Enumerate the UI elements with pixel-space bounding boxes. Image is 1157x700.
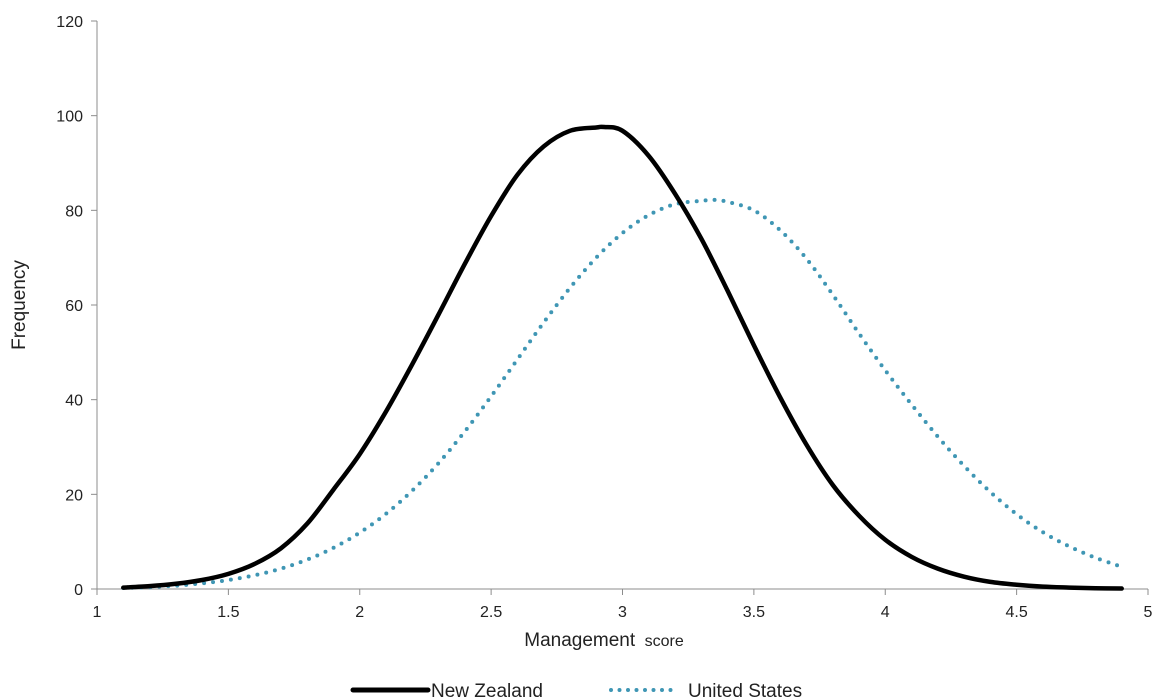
x-axis-title-suffix: score: [645, 633, 684, 650]
y-tick-label: 40: [65, 393, 83, 410]
chart-ticks: 0 20 40 60 80 100 120 1 1.5 2 2.5 3 3.5 4 4.5 5: [56, 14, 1152, 621]
chart-axes: [96, 21, 1148, 590]
legend-label-united-states: United States: [688, 681, 802, 700]
x-axis-title: Management score: [524, 630, 684, 651]
x-axis-title-main: Management: [524, 630, 636, 651]
y-axis-title: Frequency: [9, 260, 30, 350]
x-tick-label: 3.5: [743, 604, 765, 621]
y-tick-label: 120: [56, 14, 83, 31]
x-tick-label: 4.5: [1006, 604, 1028, 621]
x-tick-label: 5: [1144, 604, 1153, 621]
y-tick-label: 100: [56, 109, 83, 126]
x-tick-label: 2: [355, 604, 364, 621]
series-line-united-states: [121, 197, 1124, 591]
y-tick-label: 0: [74, 582, 83, 599]
x-tick-label: 3: [618, 604, 627, 621]
chart-series: [121, 124, 1124, 591]
y-tick-label: 20: [65, 487, 83, 504]
legend-label-new-zealand: New Zealand: [431, 681, 543, 700]
x-tick-label: 2.5: [480, 604, 502, 621]
x-tick-label: 1: [93, 604, 102, 621]
legend: New Zealand United States: [350, 681, 802, 700]
x-tick-label: 1.5: [217, 604, 239, 621]
y-tick-label: 80: [65, 203, 83, 220]
series-line-new-zealand: [121, 124, 1124, 591]
x-tick-label: 4: [881, 604, 890, 621]
y-tick-label: 60: [65, 298, 83, 315]
